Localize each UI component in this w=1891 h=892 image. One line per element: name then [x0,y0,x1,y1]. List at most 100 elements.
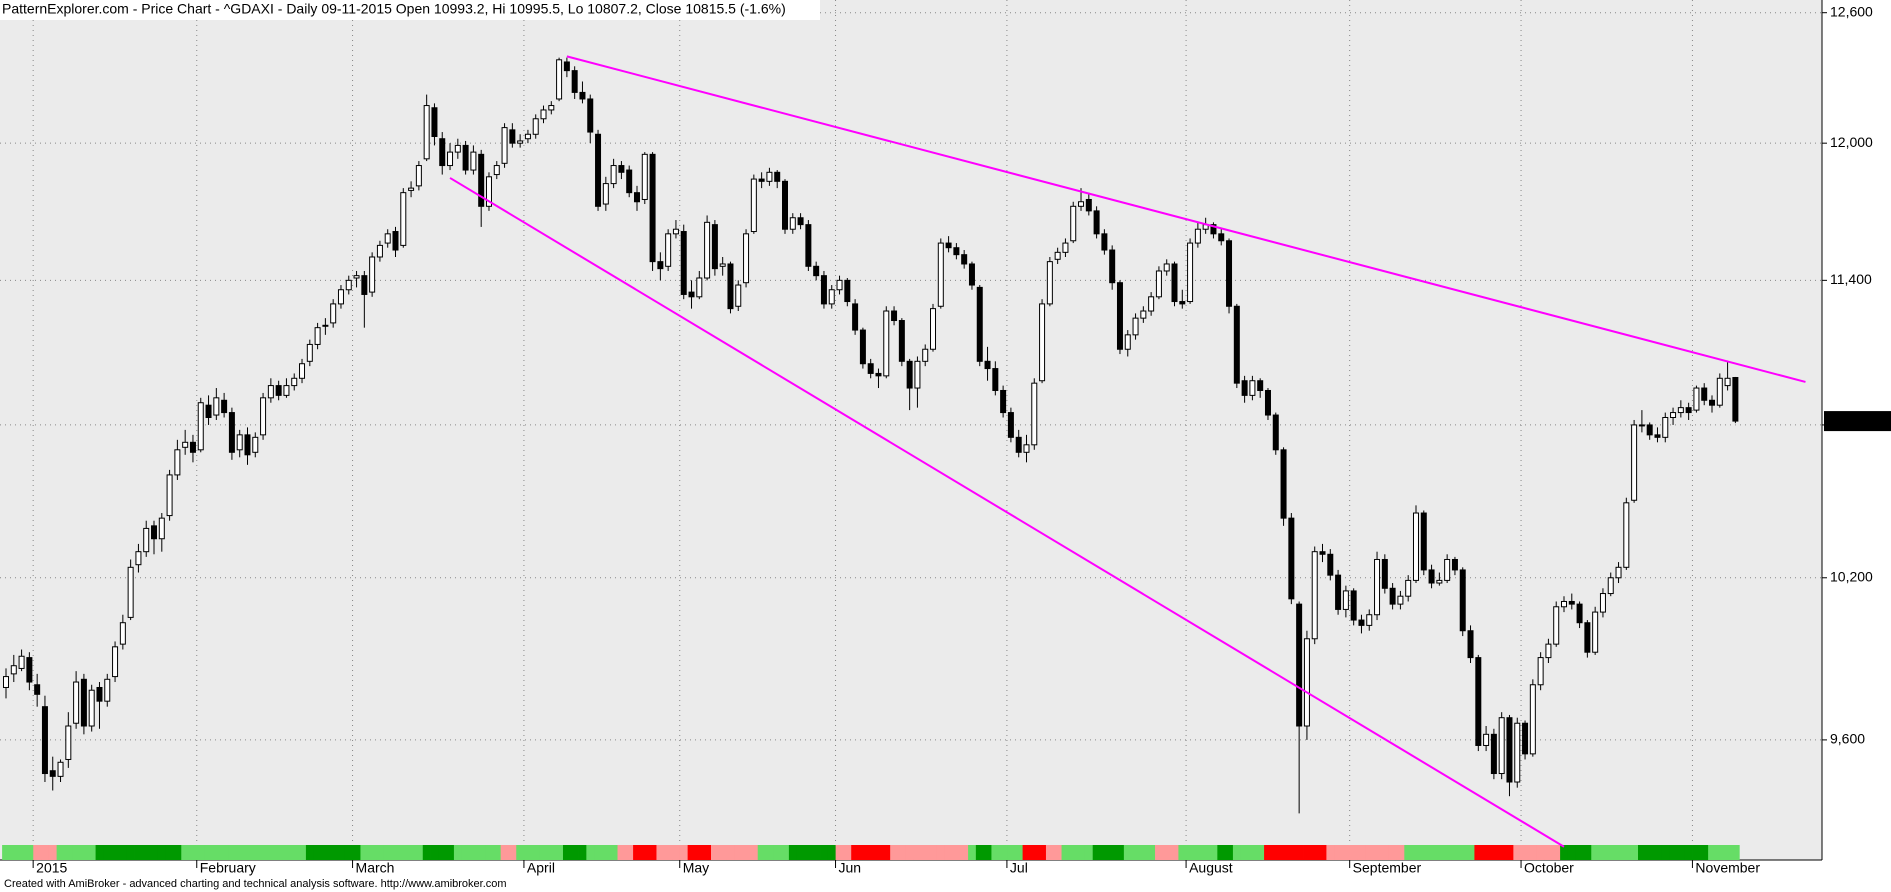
candle-body [1412,512,1419,581]
footer: Created with AmiBroker - advanced charti… [4,878,507,890]
candle-body [1241,380,1248,396]
ribbon-cell [1380,845,1390,860]
candle-body [1561,600,1567,608]
ribbon-cell [1100,845,1109,860]
candle-body [306,343,313,362]
ribbon-cell [1645,845,1654,860]
ribbon-cell [181,845,190,860]
candle-body [509,129,516,144]
candle-body [1046,261,1053,305]
candle-body [182,441,189,448]
candle-body [1163,263,1170,272]
candle-body [493,165,500,176]
ribbon-cell [1435,845,1444,860]
ribbon-cell [531,845,541,860]
candle-body [1007,412,1014,438]
ribbon-cell [913,845,922,860]
candle-body [478,153,485,207]
candle-body [595,133,602,207]
ribbon-cell [469,845,478,860]
candle-body [1381,558,1388,589]
candle-body [696,277,703,298]
candle-body [470,151,477,171]
ribbon-cell [360,845,369,860]
ribbon-cell [41,845,50,860]
ribbon-cell [1303,845,1312,860]
ribbon-cell [243,845,252,860]
candle-body [852,303,859,331]
ribbon-cell [742,845,751,860]
candle-body [1140,310,1147,319]
candle-body [174,449,181,476]
ribbon-cell [438,845,447,860]
candle-body [1405,579,1412,597]
ribbon-cell [235,845,244,860]
candle-body [1148,296,1155,312]
ribbon-cell [196,845,206,860]
ribbon-cell [625,845,634,860]
ribbon-cell [1489,845,1499,860]
candle-body [1631,424,1638,501]
candle-body [1545,643,1552,659]
ribbon-cell [905,845,914,860]
candle-body [1280,449,1287,519]
candle-body [119,622,126,645]
candle-body [602,183,609,205]
ribbon-cell [781,845,790,860]
candle-body [1522,722,1529,755]
candle-body [945,242,952,249]
candle-body [1444,558,1451,581]
candle-body [104,678,111,702]
ribbon-cell [173,845,182,860]
ribbon-cell [1614,845,1623,860]
candle-body [1576,603,1583,624]
x-tick-label: February [200,860,256,876]
ribbon-cell [344,845,354,860]
x-tick-label: September [1353,860,1422,876]
ribbon-cell [165,845,174,860]
candle-body [727,263,734,310]
ribbon-cell [1731,845,1740,860]
ribbon-cell [1622,845,1631,860]
candle-body [1296,603,1303,727]
plot-background [0,0,1822,860]
ribbon-cell [1318,845,1327,860]
ribbon-cell [228,845,237,860]
ribbon-cell [765,845,774,860]
ribbon-cell [352,845,361,860]
ribbon-cell [461,845,470,860]
candle-body [1677,407,1684,414]
candle-body [758,178,765,182]
ribbon-cell [337,845,346,860]
ribbon-cell [313,845,322,860]
candle-body [813,265,820,277]
candle-body [1187,242,1194,303]
x-tick-label: August [1189,860,1233,876]
ribbon-cell [570,845,579,860]
candle-body [1350,590,1357,621]
ribbon-cell [812,845,821,860]
ribbon-cell [1723,845,1732,860]
ribbon-cell [1451,845,1460,860]
ribbon-cell [321,845,330,860]
ribbon-cell [796,845,805,860]
ribbon-cell [975,845,985,860]
ribbon-cell [329,845,338,860]
candle-body [330,303,337,324]
ribbon-cell [1365,845,1374,860]
title-background [0,0,820,20]
candle-body [408,187,415,191]
ribbon-cell [391,845,400,860]
candle-body [1662,417,1669,438]
ribbon-cell [290,845,299,860]
candle-body [711,224,718,270]
ribbon-cell [1443,845,1452,860]
candle-body [384,233,391,244]
candle-body [447,151,454,167]
candle-body [1272,414,1279,451]
candle-body [579,91,586,100]
ribbon-cell [1061,845,1070,860]
candle-body [1638,424,1645,427]
ribbon-cell [1084,845,1094,860]
ribbon-cell [804,845,813,860]
